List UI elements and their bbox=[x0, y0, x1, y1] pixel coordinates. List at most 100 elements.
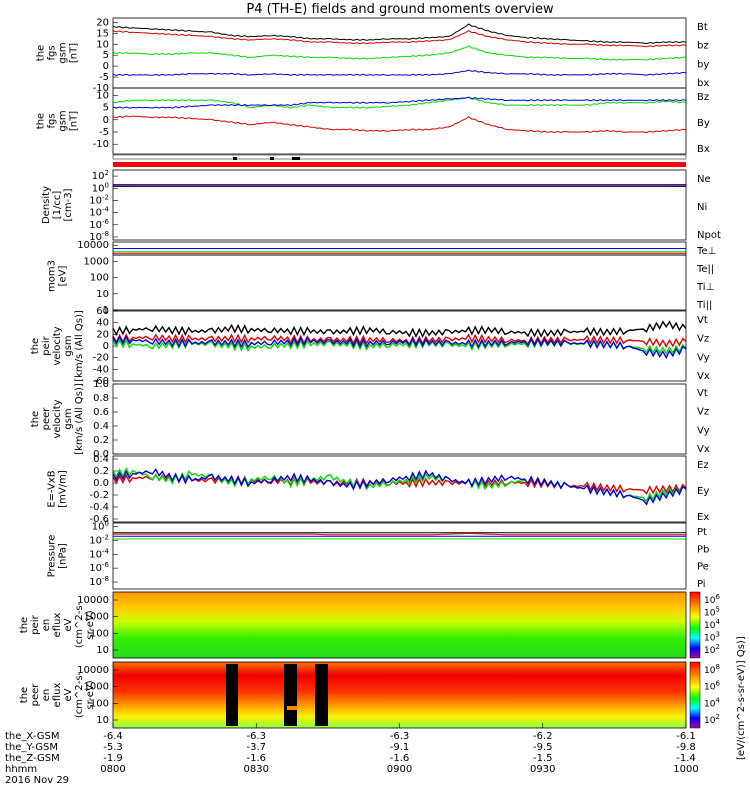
y-axis-label: E=-VxB [mV/m] bbox=[47, 470, 69, 508]
panel-6: the peer velocity gsm [km/s (All Qs)] 1.0 0.8 0… bbox=[30, 379, 710, 460]
legend-entry: Npot bbox=[697, 230, 721, 241]
x-axis-value: -1.6 bbox=[246, 753, 266, 764]
panel-9: the peir en eflux eV (cm^2-s-sr-eV)1000010001… bbox=[19, 591, 687, 659]
y-axis-label: the peer velocity gsm [km/s (All Qs)] bbox=[30, 383, 85, 455]
series-line-Vx bbox=[112, 335, 687, 360]
panel-frame bbox=[112, 169, 687, 241]
series-line-Vt bbox=[112, 320, 687, 339]
y-tick-label: 5 bbox=[103, 50, 109, 61]
y-tick-label: 10-6 bbox=[89, 561, 109, 574]
panel-4: mom3 [eV] 10000 1000 100 10 1 Te⊥ Te|| Ti⊥ Ti|| bbox=[47, 240, 717, 316]
colorbar-tick: 106 bbox=[704, 680, 720, 693]
y-tick-label: 10 bbox=[96, 39, 109, 50]
colorbar-2 bbox=[689, 661, 701, 729]
y-tick-label: 1000 bbox=[84, 612, 109, 623]
x-row-label: the_X-GSM bbox=[5, 731, 59, 742]
y-tick-label: 10-2 bbox=[89, 193, 109, 206]
colorbar-tick: 102 bbox=[704, 643, 720, 656]
y-tick-label: 0.2 bbox=[93, 466, 109, 477]
x-axis-value: -9.8 bbox=[676, 742, 696, 753]
legend-entry: Vt bbox=[697, 315, 708, 326]
y-label-line: [km/s (All Qs)] bbox=[74, 310, 85, 382]
y-tick-label: 10-4 bbox=[89, 206, 109, 219]
x-axis-value: 0800 bbox=[100, 764, 125, 775]
y-label-line: mom3 bbox=[47, 260, 58, 292]
y-tick-label: -20 bbox=[93, 353, 109, 364]
x-axis-value: 0830 bbox=[244, 764, 269, 775]
panel-frame bbox=[112, 310, 687, 382]
x-axis-value: -6.3 bbox=[390, 731, 410, 742]
y-tick-label: 100 bbox=[90, 628, 109, 639]
x-axis-value: -1.6 bbox=[390, 753, 410, 764]
legend-entry: Vt bbox=[697, 388, 708, 399]
date-label: 2016 Nov 29 bbox=[5, 775, 69, 786]
panel-10: the peer en eflux eV (cm^2-s-sr-eV)1000010001… bbox=[19, 661, 687, 729]
y-label-line: sr-eV) bbox=[85, 680, 96, 709]
y-label-line: (cm^2-s- bbox=[74, 671, 85, 718]
x-axis-value: -6.3 bbox=[246, 731, 266, 742]
legend-entry: Vx bbox=[697, 444, 710, 455]
y-label-line: peer bbox=[30, 683, 41, 707]
series-line-Bz bbox=[112, 115, 687, 134]
legend-entry: Pb bbox=[697, 544, 709, 555]
legend-entry: Ez bbox=[697, 460, 709, 471]
y-label-line: [cm-3] bbox=[63, 188, 74, 221]
y-label-line: peir bbox=[41, 335, 52, 355]
y-tick-label: 40 bbox=[96, 318, 109, 329]
y-label-line: the bbox=[36, 45, 47, 61]
x-axis-value: 1000 bbox=[673, 764, 698, 775]
x-axis-value: -6.2 bbox=[533, 731, 553, 742]
y-axis-label: the peir velocity gsm [km/s (All Qs)] bbox=[30, 310, 85, 382]
y-tick-label: 10000 bbox=[77, 595, 109, 606]
legend-entry: bx bbox=[697, 78, 709, 89]
legend-entry: Vy bbox=[697, 425, 710, 436]
legend-entry: Bx bbox=[697, 144, 710, 155]
y-tick-label: 10 bbox=[96, 90, 109, 101]
x-axis-value: 0900 bbox=[387, 764, 412, 775]
y-label-line: fgs bbox=[47, 113, 58, 128]
y-label-line: [mV/m] bbox=[58, 470, 69, 508]
y-label-line: Pressure bbox=[47, 535, 58, 578]
y-label-line: the bbox=[36, 113, 47, 129]
y-label-line: gsm bbox=[58, 42, 69, 63]
y-label-line: fgs bbox=[47, 45, 58, 60]
y-tick-label: 0.0 bbox=[93, 449, 109, 460]
x-row-label: hhmm bbox=[5, 764, 37, 775]
series-line-By bbox=[112, 96, 687, 109]
panel-7: E=-VxB [mV/m] 0.40.20.0-0.2-0.4-0.6 Ez Ey Ex bbox=[47, 454, 710, 525]
legend-entry: Ne bbox=[697, 174, 711, 185]
colorbar-tick: 105 bbox=[704, 606, 720, 619]
panel-frame bbox=[112, 522, 687, 590]
legend-entry: by bbox=[697, 59, 709, 70]
y-label-line: Density bbox=[41, 186, 52, 224]
y-label-line: [km/s (All Qs)] bbox=[74, 383, 85, 455]
legend-entry: bz bbox=[697, 41, 709, 52]
series-line-Bx bbox=[112, 96, 687, 109]
y-axis-label: the fgs gsm [nT] bbox=[36, 42, 80, 63]
legend-entry: Bt bbox=[697, 22, 708, 33]
y-tick-label: -10 bbox=[93, 83, 109, 94]
y-tick-label: 10-4 bbox=[89, 547, 109, 560]
y-tick-label: 0.6 bbox=[93, 407, 109, 418]
y-tick-label: 5 bbox=[103, 103, 109, 114]
y-tick-label: 100 bbox=[92, 519, 109, 532]
series-line-bz bbox=[112, 30, 687, 48]
y-tick-label: 102 bbox=[92, 169, 109, 182]
y-tick-label: 1000 bbox=[84, 682, 109, 693]
y-tick-label: -5 bbox=[99, 127, 109, 138]
y-tick-label: 0.8 bbox=[93, 393, 109, 404]
y-tick-label: -60 bbox=[93, 376, 109, 387]
y-tick-label: 10000 bbox=[77, 665, 109, 676]
series-line-Ez bbox=[112, 473, 687, 495]
series-line-Bt bbox=[112, 23, 687, 45]
data-gap-bar bbox=[284, 664, 297, 726]
legend-entry: Vx bbox=[697, 371, 710, 382]
x-axis-value: -9.5 bbox=[533, 742, 553, 753]
y-axis-label: mom3 [eV] bbox=[47, 260, 69, 292]
legend-entry: Pe bbox=[697, 562, 709, 573]
x-axis-value: -1.4 bbox=[676, 753, 696, 764]
y-label-line: gsm bbox=[63, 408, 74, 429]
